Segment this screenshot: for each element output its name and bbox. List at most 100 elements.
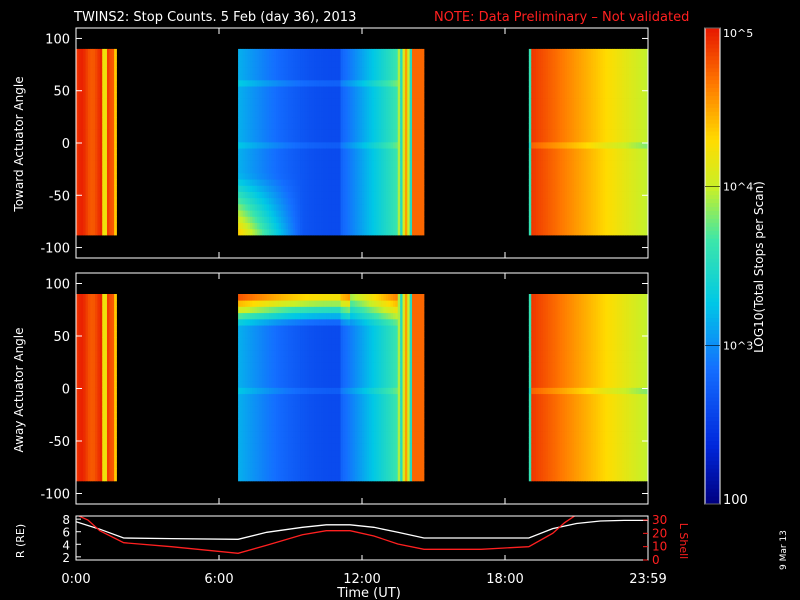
heatmap-cell xyxy=(400,216,403,223)
heatmap-cell xyxy=(614,61,618,68)
heatmap-cell xyxy=(590,135,594,143)
heatmap-cell xyxy=(99,228,103,236)
heatmap-cell xyxy=(114,462,117,469)
heatmap-cell xyxy=(559,92,563,99)
heatmap-cell xyxy=(636,185,639,192)
heatmap-cell xyxy=(273,123,277,130)
heatmap-cell xyxy=(535,172,539,180)
heatmap-cell xyxy=(300,191,303,199)
heatmap-cell xyxy=(280,48,284,56)
heatmap-cell xyxy=(288,141,291,149)
heatmap-cell xyxy=(254,92,258,99)
heatmap-cell xyxy=(95,343,98,351)
heatmap-cell xyxy=(557,203,561,211)
heatmap-cell xyxy=(95,356,98,363)
heatmap-cell xyxy=(609,228,613,236)
heatmap-cell xyxy=(352,203,356,211)
heatmap-cell xyxy=(266,110,270,118)
heatmap-cell xyxy=(421,104,425,112)
heatmap-cell xyxy=(385,160,389,168)
heatmap-cell xyxy=(92,73,96,81)
heatmap-cell xyxy=(249,110,253,118)
heatmap-cell xyxy=(595,129,599,137)
heatmap-cell xyxy=(645,197,649,205)
heatmap-cell xyxy=(257,166,260,174)
heatmap-cell xyxy=(416,154,420,161)
heatmap-cell xyxy=(345,61,349,68)
heatmap-cell xyxy=(350,141,353,149)
heatmap-cell xyxy=(95,222,98,230)
heatmap-cell xyxy=(326,123,330,130)
heatmap-cell xyxy=(574,86,577,93)
heatmap-cell xyxy=(597,104,601,112)
heatmap-cell xyxy=(547,110,551,118)
heatmap-cell xyxy=(297,98,301,106)
heatmap-cell xyxy=(90,117,94,124)
heatmap-cell xyxy=(85,337,89,345)
heatmap-cell xyxy=(621,67,625,75)
heatmap-cell xyxy=(416,55,420,62)
heatmap-cell xyxy=(269,141,272,149)
heatmap-cell xyxy=(633,117,637,124)
heatmap-cell xyxy=(545,197,549,205)
heatmap-cell xyxy=(97,123,101,130)
heatmap-cell xyxy=(76,141,79,149)
heatmap-cell xyxy=(321,197,325,205)
heatmap-cell xyxy=(638,154,642,161)
heatmap-cell xyxy=(83,79,86,87)
heatmap-cell xyxy=(304,228,308,236)
heatmap-cell xyxy=(552,117,556,124)
heatmap-cell xyxy=(335,73,339,81)
heatmap-cell xyxy=(366,185,370,192)
heatmap-cell xyxy=(321,185,325,192)
heatmap-cell xyxy=(412,98,415,106)
heatmap-cell xyxy=(78,331,82,339)
heatmap-cell xyxy=(607,104,611,112)
heatmap-cell xyxy=(297,92,301,99)
heatmap-cell xyxy=(288,222,291,230)
heatmap-cell xyxy=(269,172,272,180)
heatmap-cell xyxy=(416,110,420,118)
heatmap-cell xyxy=(345,98,349,106)
heatmap-cell xyxy=(416,228,420,236)
heatmap-cell xyxy=(83,374,86,382)
heatmap-cell xyxy=(419,55,422,62)
heatmap-cell xyxy=(419,86,422,93)
heatmap-cell xyxy=(114,443,117,451)
heatmap-cell xyxy=(328,179,332,186)
heatmap-cell xyxy=(300,67,303,75)
heatmap-cell xyxy=(92,172,96,180)
heatmap-cell xyxy=(266,141,270,149)
heatmap-cell xyxy=(357,191,361,199)
heatmap-cell xyxy=(414,86,418,93)
heatmap-cell xyxy=(369,86,372,93)
heatmap-cell xyxy=(321,117,325,124)
heatmap-cell xyxy=(371,79,375,87)
heatmap-cell xyxy=(555,228,558,236)
heatmap-cell xyxy=(373,197,377,205)
heatmap-cell xyxy=(283,55,287,62)
heatmap-cell xyxy=(545,92,549,99)
heatmap-cell xyxy=(316,210,320,217)
heatmap-cell xyxy=(331,222,334,230)
heatmap-cell xyxy=(369,216,372,223)
heatmap-cell xyxy=(378,79,382,87)
heatmap-cell xyxy=(78,129,82,137)
heatmap-cell xyxy=(578,191,582,199)
heatmap-cell xyxy=(290,86,294,93)
heatmap-cell xyxy=(628,154,632,161)
heatmap-cell xyxy=(566,203,570,211)
heatmap-cell xyxy=(106,110,110,118)
heatmap-cell xyxy=(342,203,346,211)
heatmap-cell xyxy=(92,135,96,143)
heatmap-cell xyxy=(390,166,394,174)
heatmap-cell xyxy=(407,228,411,236)
heatmap-cell xyxy=(583,191,587,199)
heatmap-cell xyxy=(626,48,630,56)
heatmap-cell xyxy=(85,79,89,87)
heatmap-cell xyxy=(92,437,96,444)
heatmap-cell xyxy=(528,166,532,174)
heatmap-cell xyxy=(92,412,96,419)
heatmap-cell xyxy=(357,216,361,223)
heatmap-cell xyxy=(319,73,322,81)
